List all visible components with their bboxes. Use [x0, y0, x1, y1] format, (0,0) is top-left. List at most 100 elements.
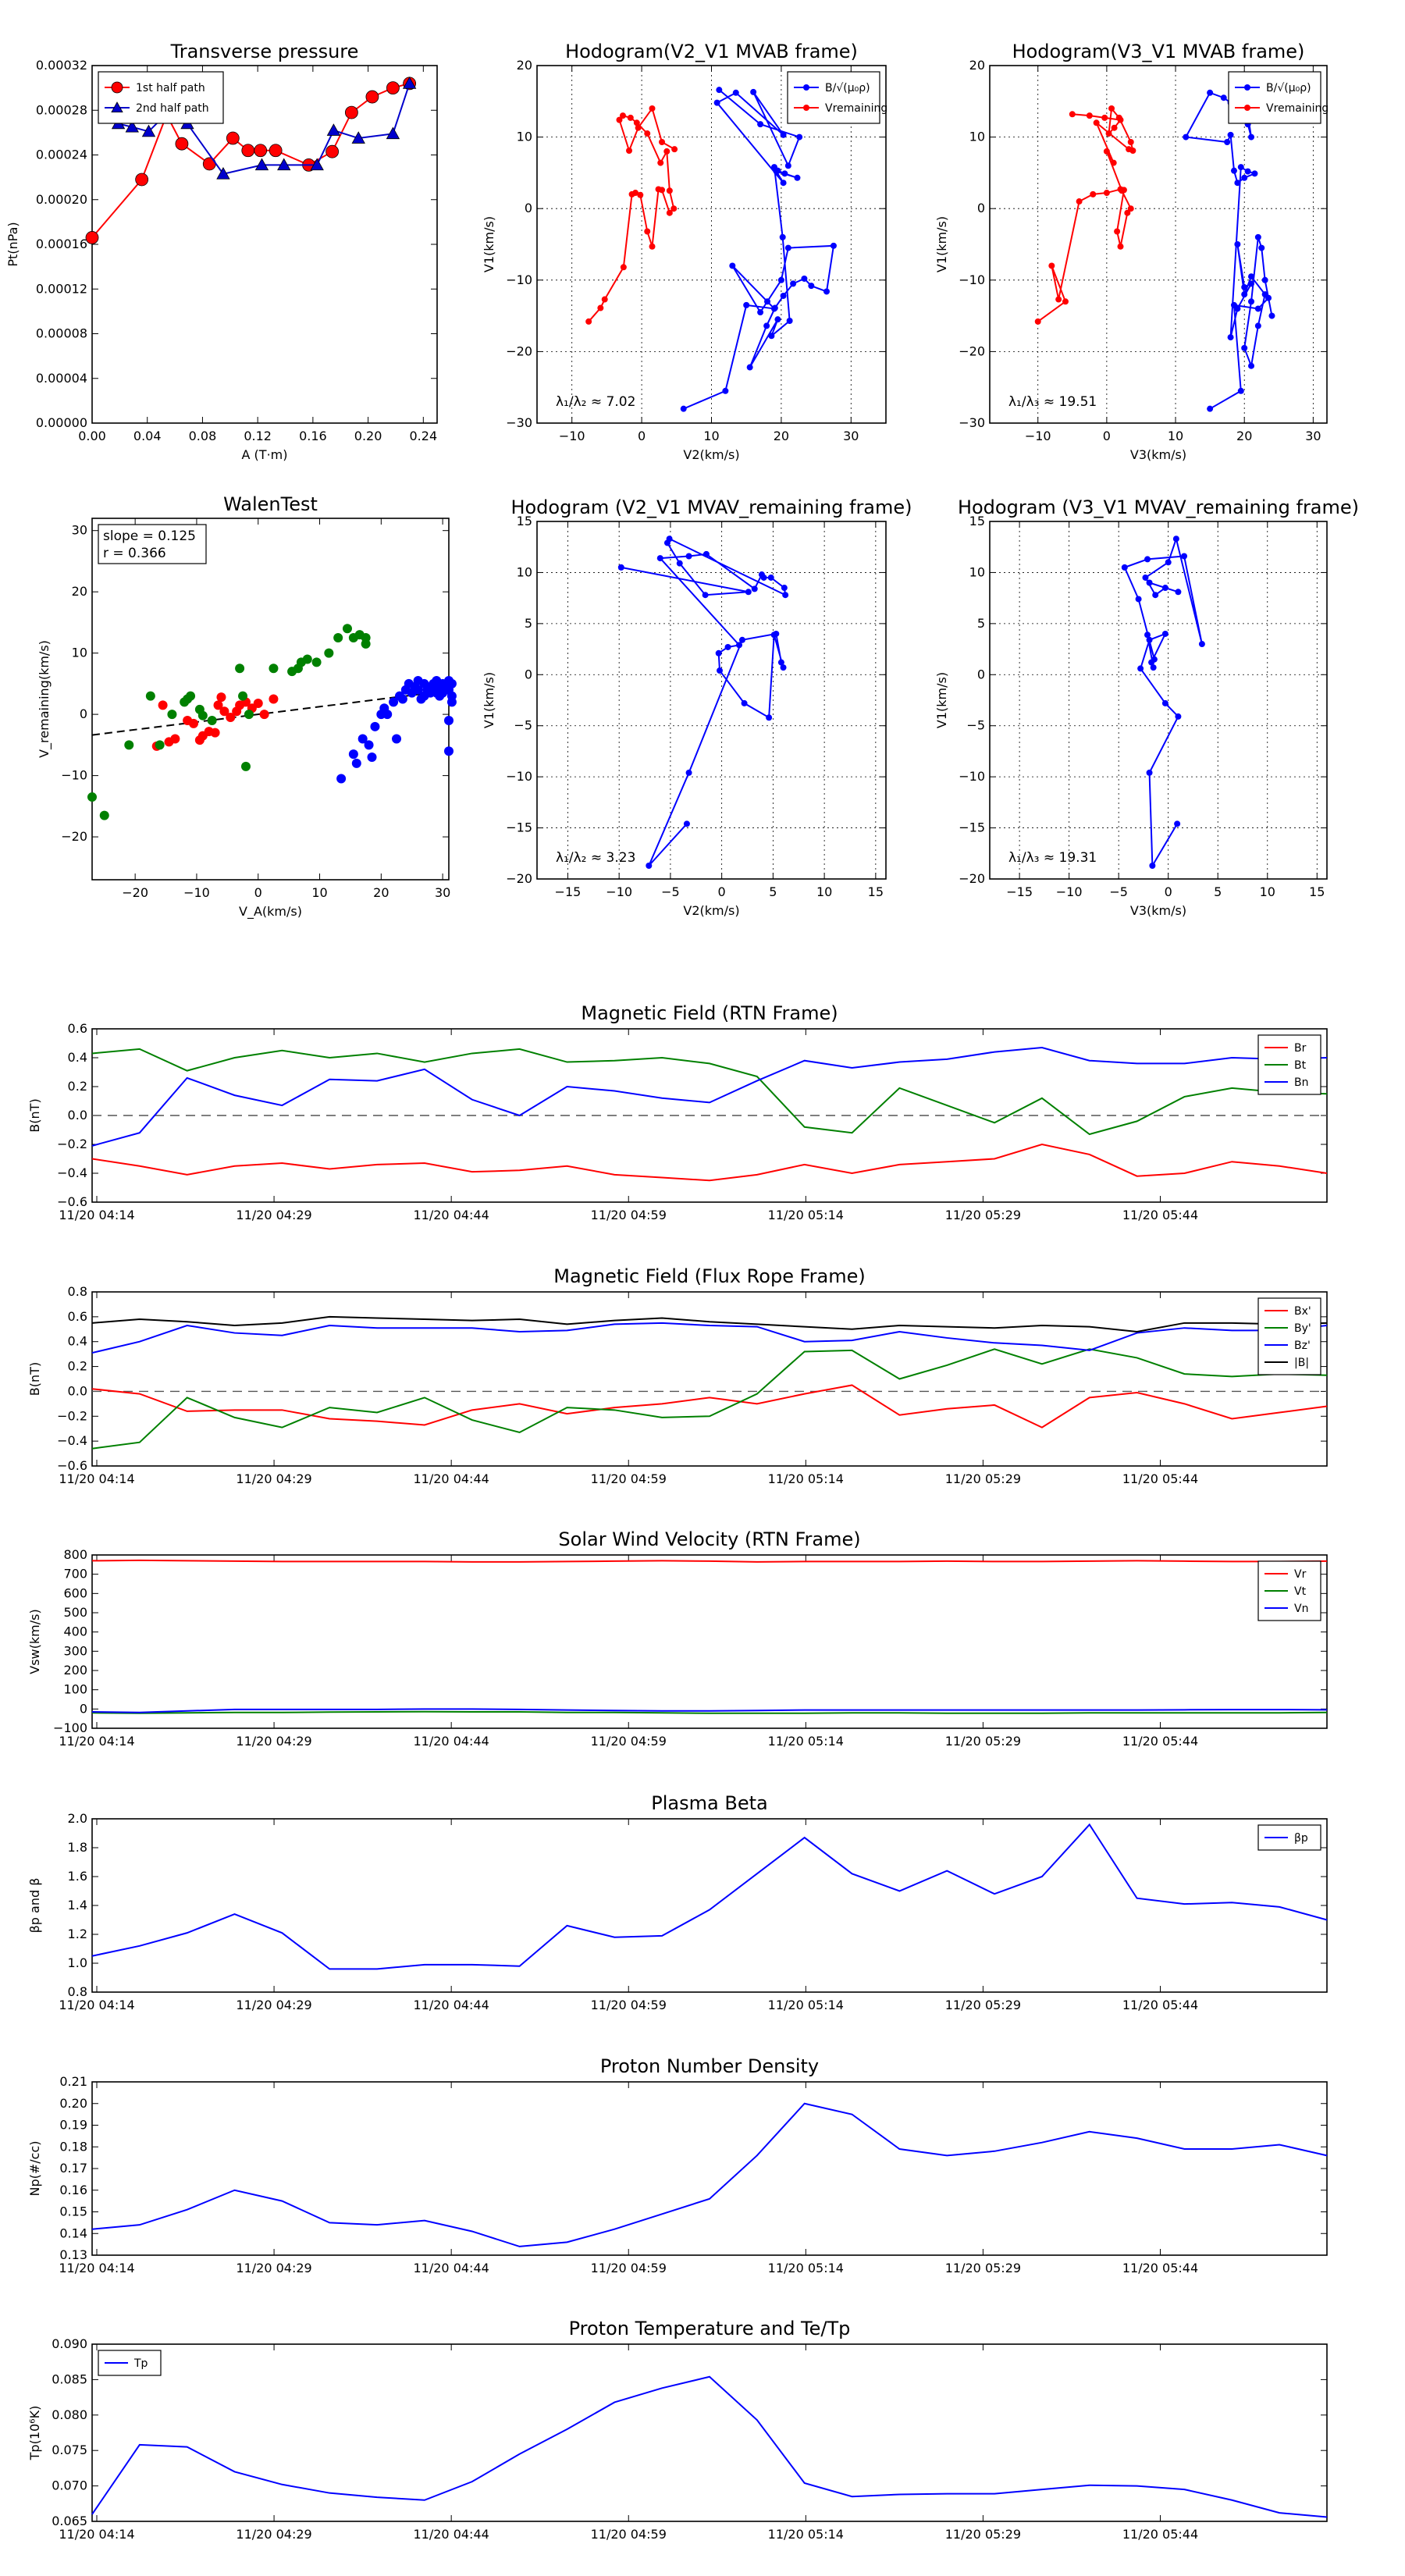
series-1 — [87, 624, 371, 820]
data-point — [1086, 112, 1093, 119]
legend-entry: Br — [1294, 1042, 1307, 1055]
x-tick-label: 11/20 04:44 — [414, 1734, 489, 1749]
data-point — [743, 301, 750, 308]
y-tick-label: 800 — [63, 1547, 87, 1562]
y-tick-label: 20 — [969, 58, 985, 73]
legend: βp — [1257, 1824, 1321, 1851]
data-point — [746, 364, 753, 371]
y-tick-label: 0 — [80, 706, 87, 721]
data-point — [1181, 553, 1188, 560]
data-point — [779, 233, 786, 240]
data-point — [722, 387, 729, 394]
series-line-bt — [91, 1048, 1328, 1136]
chart-title: Magnetic Field (RTN Frame) — [581, 1002, 838, 1024]
y-tick-label: −15 — [959, 820, 985, 835]
series-line-vn — [91, 1708, 1328, 1713]
chart-magnetic-field-flux-rope: Magnetic Field (Flux Rope Frame) B(nT) −0.… — [27, 1265, 1328, 1486]
x-tick-label: 11/20 04:29 — [236, 1208, 311, 1222]
data-point — [1237, 164, 1244, 171]
data-point — [768, 333, 775, 340]
series-line-p — [91, 1823, 1328, 1970]
data-point — [219, 706, 229, 717]
annotation-text: slope = 0.125 — [103, 528, 196, 544]
x-tick-label: 0.24 — [410, 429, 438, 443]
data-point — [1034, 318, 1041, 325]
x-tick-label: 20 — [1236, 429, 1252, 443]
data-point — [1248, 362, 1255, 369]
y-tick-label: 0.4 — [68, 1334, 87, 1349]
x-tick-label: 11/20 05:29 — [945, 1998, 1021, 2012]
x-tick-label: 11/20 04:59 — [591, 1998, 667, 2012]
data-point — [186, 691, 196, 701]
chart-walen-test: −20 −10 0 10 20 30 −20 −10 0 10 20 30 WalenTest V_A(k… — [37, 493, 457, 920]
data-point — [1127, 205, 1134, 212]
y-tick-label: −20 — [959, 343, 985, 358]
data-point — [189, 718, 199, 728]
legend-box — [787, 71, 880, 124]
data-point — [226, 131, 240, 145]
y-tick-label: 600 — [63, 1585, 87, 1600]
x-tick-label: 11/20 04:44 — [414, 2261, 489, 2275]
data-point — [324, 648, 334, 658]
data-point — [240, 761, 251, 771]
legend-entry: B/√(μ₀ρ) — [825, 82, 870, 94]
y-tick-label: 1.0 — [68, 1955, 87, 1970]
y-axis-label: Pt(nPa) — [5, 222, 20, 266]
data-point — [649, 105, 656, 112]
data-point — [361, 639, 371, 649]
data-point — [141, 124, 156, 137]
data-point — [370, 721, 380, 731]
data-point — [444, 746, 454, 756]
y-tick-label: 0.13 — [59, 2247, 87, 2262]
data-point — [616, 116, 623, 123]
data-point — [1149, 862, 1156, 869]
y-tick-label: 700 — [63, 1567, 87, 1582]
data-point — [1093, 119, 1100, 126]
annotation-text: r = 0.366 — [103, 546, 166, 561]
data-point — [766, 714, 773, 721]
data-point — [644, 130, 651, 137]
x-tick-label: 0.04 — [133, 429, 162, 443]
x-tick-label: 11/20 05:29 — [945, 2261, 1021, 2275]
data-point — [1174, 820, 1181, 827]
data-point — [666, 209, 673, 216]
x-tick-label: 11/20 04:14 — [59, 1471, 134, 1486]
x-axis-label: V2(km/s) — [683, 903, 739, 918]
x-tick-label: −10 — [1025, 429, 1051, 443]
data-point — [386, 81, 400, 95]
x-tick-label: 11/20 05:14 — [768, 1208, 844, 1222]
data-point — [311, 657, 322, 667]
data-point — [637, 191, 644, 198]
series-line-tp — [91, 2375, 1328, 2518]
data-point — [767, 574, 774, 581]
x-tick-label: 30 — [843, 429, 859, 443]
annotation-box — [98, 524, 207, 564]
data-point — [351, 758, 361, 768]
legend: B/√(μ₀ρ) Vremaining — [787, 71, 887, 124]
x-tick-label: 11/20 04:14 — [59, 1734, 134, 1749]
y-tick-label: 0.0 — [68, 1108, 87, 1123]
legend: 1st half path 2nd half path — [98, 71, 224, 124]
y-tick-label: 0.15 — [59, 2204, 87, 2219]
eigen-ratio-label: λ₁/λ₂ ≈ 7.02 — [556, 394, 635, 410]
x-tick-label: 11/20 04:29 — [236, 2527, 311, 2542]
data-point — [702, 592, 709, 599]
data-point — [1119, 187, 1126, 194]
legend-entry: βp — [1294, 1832, 1308, 1845]
data-point — [1234, 305, 1241, 312]
data-point — [351, 131, 365, 144]
data-point — [1069, 111, 1076, 118]
legend-entry: Bn — [1294, 1076, 1308, 1089]
chart-proton-temperature: Proton Temperature and Te/Tp Tp(10⁶K) 0.06… — [27, 2318, 1328, 2542]
y-tick-label: 0.21 — [59, 2074, 87, 2089]
chart-title: Hodogram(V3_V1 MVAB frame) — [1012, 41, 1305, 62]
data-point — [757, 309, 764, 316]
data-point — [620, 264, 627, 271]
x-tick-label: 5 — [769, 884, 777, 899]
chart-magnetic-field-rtn: Magnetic Field (RTN Frame) B(nT) −0.6 −0.4 −… — [27, 1002, 1328, 1222]
data-point — [238, 691, 248, 701]
data-point — [326, 123, 341, 136]
x-tick-label: 10 — [816, 884, 832, 899]
data-point — [763, 322, 770, 329]
y-tick-label: 1.4 — [68, 1898, 87, 1912]
